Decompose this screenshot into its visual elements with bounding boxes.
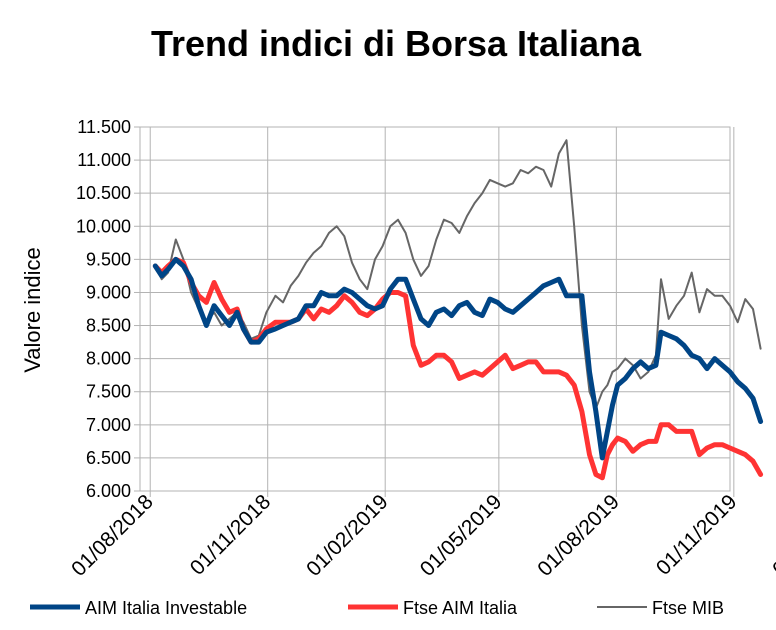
x-tick-label: 01/02/2020	[768, 490, 776, 581]
x-tick-label: 01/11/2019	[652, 490, 741, 579]
y-tick-label: 9.000	[86, 282, 131, 302]
y-axis-ticks: 6.000 6.500 7.000 7.500 8.000 8.500 9.000 9.500…	[76, 117, 140, 501]
y-tick-label: 10.000	[76, 216, 131, 236]
series-line-aim-italia-investable	[152, 256, 764, 461]
x-tick-label: 01/11/2018	[186, 490, 275, 579]
series-line-ftse-mib	[154, 139, 762, 410]
x-tick-label: 01/08/2018	[67, 490, 158, 581]
x-axis-ticks: 01/08/2018 01/11/2018 01/02/2019 01/05/2019…	[67, 490, 776, 581]
y-tick-label: 10.500	[76, 183, 131, 203]
y-tick-label: 11.500	[77, 117, 131, 137]
gridlines	[140, 126, 735, 492]
legend-label: Ftse AIM Italia	[403, 598, 518, 618]
y-tick-label: 8.000	[86, 349, 131, 369]
y-tick-label: 8.500	[86, 316, 131, 336]
legend: AIM Italia Investable Ftse AIM Italia Ftse…	[30, 598, 724, 618]
series-lines	[152, 139, 764, 481]
y-axis-label: Valore indice	[20, 247, 45, 373]
y-tick-label: 11.000	[77, 150, 131, 170]
chart-title: Trend indici di Borsa Italiana	[151, 23, 642, 64]
y-tick-label: 7.500	[86, 382, 131, 402]
y-tick-label: 9.500	[86, 249, 131, 269]
legend-label: AIM Italia Investable	[85, 598, 247, 618]
y-tick-label: 6.500	[86, 448, 131, 468]
legend-label: Ftse MIB	[652, 598, 724, 618]
x-tick-label: 01/08/2019	[533, 490, 624, 581]
y-tick-label: 7.000	[86, 415, 131, 435]
x-tick-label: 01/02/2019	[302, 490, 393, 581]
y-tick-label: 6.000	[86, 481, 131, 501]
x-tick-label: 01/05/2019	[416, 490, 507, 581]
